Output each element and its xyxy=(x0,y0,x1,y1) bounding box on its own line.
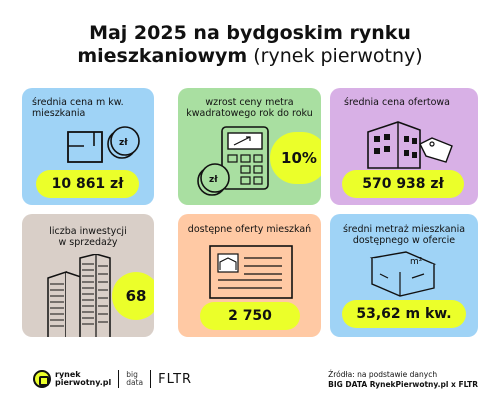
card-label-line-2: kwadratowego rok do roku xyxy=(186,108,313,119)
card-label-line-1: dostępne oferty mieszkań xyxy=(187,224,312,235)
logo-line-2: pierwotny.pl xyxy=(55,378,112,387)
card-value-pill: 68 xyxy=(112,272,154,320)
card-label-line-2: dostępnego w ofercie xyxy=(352,235,456,246)
bigdata-line-1: big xyxy=(126,370,138,379)
svg-text:zł: zł xyxy=(119,138,128,148)
card-value-pill: 10% xyxy=(270,132,321,184)
card-label: wzrost ceny metra kwadratowego rok do ro… xyxy=(182,97,317,119)
fltr-logo: FLTR xyxy=(158,371,193,387)
card-average-size: średni metraż mieszkania dostępnego w of… xyxy=(330,214,478,337)
floorplan-coin-icon: zł xyxy=(67,126,140,163)
card-value-pill: 53,62 m kw. xyxy=(342,300,466,328)
source-line-1: Źródła: na podstawie danych xyxy=(328,370,438,379)
card-investments-count: liczba inwestycji w sprzedaży 68 xyxy=(22,214,154,337)
card-average-offer-price: średnia cena ofertowa 570 938 zł xyxy=(330,88,478,205)
title-line-2: mieszkaniowym (rynek pierwotny) xyxy=(0,44,500,68)
title-line-2-bold: mieszkaniowym xyxy=(77,45,248,67)
logo-line-1: rynek xyxy=(55,370,81,379)
card-available-offers: dostępne oferty mieszkań 2 750 xyxy=(178,214,321,337)
svg-text:m²: m² xyxy=(410,257,423,267)
listing-document-icon xyxy=(209,245,293,299)
source-line-2: BIG DATA RynekPierwotny.pl x FLTR xyxy=(328,379,478,389)
card-label-line-2: w sprzedaży xyxy=(58,237,118,248)
card-yoy-growth: wzrost ceny metra kwadratowego rok do ro… xyxy=(178,88,321,205)
card-average-price-sqm: średnia cena m kw. mieszkania zł 10 861 … xyxy=(22,88,154,205)
rynekpierwotny-logo-text: rynek pierwotny.pl xyxy=(55,371,111,387)
source-note: Źródła: na podstawie danych BIG DATA Ryn… xyxy=(328,370,478,389)
card-label-line-2: mieszkania xyxy=(32,108,86,119)
divider xyxy=(118,370,120,388)
card-label: średnia cena ofertowa xyxy=(344,97,469,108)
card-value-pill: 570 938 zł xyxy=(342,170,464,198)
card-label: średnia cena m kw. mieszkania xyxy=(32,97,147,119)
bigdata-line-2: data xyxy=(126,378,144,387)
floorplan-m2-icon: m² xyxy=(369,251,437,297)
card-label-line-1: średni metraż mieszkania xyxy=(342,224,466,235)
svg-text:zł: zł xyxy=(209,175,218,185)
calculator-coin-icon: zł xyxy=(197,126,269,196)
card-label-line-1: liczba inwestycji xyxy=(49,226,127,237)
building-price-tag-icon xyxy=(367,121,453,169)
skyscrapers-icon xyxy=(47,254,111,337)
rynekpierwotny-logo-icon xyxy=(33,370,51,388)
title-line-2-rest: (rynek pierwotny) xyxy=(247,45,423,67)
card-value-pill: 10 861 zł xyxy=(36,170,139,198)
bigdata-logo: big data xyxy=(126,371,143,387)
divider xyxy=(150,370,152,388)
footer-logos: rynek pierwotny.pl big data FLTR xyxy=(33,370,192,388)
page-title: Maj 2025 na bydgoskim rynku mieszkaniowy… xyxy=(0,22,500,68)
card-label-line-1: średnia cena m kw. xyxy=(32,97,124,108)
title-line-1: Maj 2025 na bydgoskim rynku xyxy=(89,22,411,44)
card-value-pill: 2 750 xyxy=(200,302,300,330)
card-label: średni metraż mieszkania dostępnego w of… xyxy=(334,224,474,246)
card-label-line-1: średnia cena ofertowa xyxy=(344,97,450,108)
card-label: dostępne oferty mieszkań xyxy=(182,224,317,235)
card-label-line-1: wzrost ceny metra xyxy=(205,97,294,108)
card-label: liczba inwestycji w sprzedaży xyxy=(26,226,150,248)
